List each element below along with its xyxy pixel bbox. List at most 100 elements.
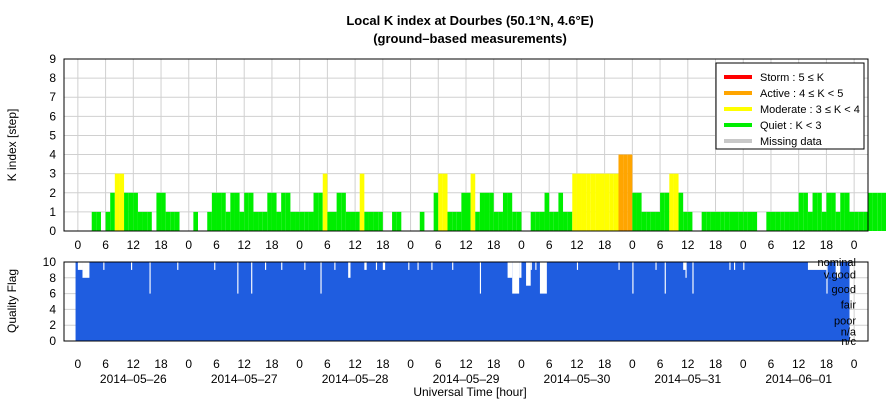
k-bar (253, 211, 259, 231)
k-bar (789, 211, 795, 231)
k-bar (646, 211, 651, 231)
k-bar (752, 211, 758, 231)
k-bar (244, 192, 249, 231)
q-x-tick-label: 12 (238, 357, 252, 371)
k-y-tick-label: 9 (49, 52, 56, 66)
k-bar (586, 173, 591, 231)
k-plot-frame (63, 58, 869, 232)
q-dip (408, 262, 410, 270)
q-dip (177, 262, 179, 270)
q-dip (348, 262, 351, 278)
chart-subtitle: (ground–based measurements) (373, 31, 567, 46)
k-bar (378, 211, 383, 231)
k-bar (724, 211, 730, 231)
q-x-tick-label: 18 (154, 357, 168, 371)
legend: Storm : 5 ≤ K Active : 4 ≤ K < 5 Moderate … (715, 62, 865, 150)
q-dip (655, 262, 657, 270)
k-bar (498, 211, 503, 231)
k-bar (706, 211, 711, 231)
k-bar (840, 192, 845, 231)
q-x-tick-label: 0 (75, 357, 82, 371)
q-x-tick-label: 12 (459, 357, 473, 371)
k-bar (678, 192, 684, 231)
k-x-tick-label: 6 (768, 238, 775, 252)
k-bar (780, 211, 785, 231)
k-bar (262, 211, 268, 231)
q-y-ticks: 0 2 46 8 10 (43, 255, 57, 348)
q-dip (683, 262, 686, 270)
k-bar (673, 173, 679, 231)
x-axis-label: Universal Time [hour] (413, 385, 526, 399)
q-x-tick-label: 12 (681, 357, 695, 371)
k-bar (872, 192, 878, 231)
k-x-tick-label: 18 (487, 238, 501, 252)
k-bar (803, 192, 808, 231)
q-dip (431, 262, 433, 270)
q-flag-label: nominal (817, 257, 856, 269)
q-dip (632, 262, 634, 294)
legend-label: Quiet : K < 3 (760, 120, 821, 132)
q-dip (807, 262, 827, 270)
k-x-tick-label: 0 (518, 238, 525, 252)
k-bar (419, 211, 425, 231)
q-plot-frame (63, 261, 869, 342)
q-bar (75, 262, 850, 341)
k-bar (600, 173, 605, 231)
k-bar (322, 173, 328, 231)
k-bar (507, 192, 513, 231)
k-bar (766, 211, 771, 231)
q-date-label: 2014–06–01 (765, 372, 832, 386)
k-bar (221, 192, 226, 231)
q-x-tick-label: 0 (518, 357, 525, 371)
q-dip (452, 262, 454, 270)
k-bar (442, 173, 448, 231)
k-x-tick-label: 0 (407, 238, 414, 252)
q-x-tick-label: 12 (792, 357, 806, 371)
q-flag-label: poor (834, 315, 856, 327)
k-bar (239, 211, 245, 231)
q-dip (375, 262, 378, 270)
k-x-tick-label: 12 (127, 238, 141, 252)
legend-label: Active : 4 ≤ K < 5 (760, 88, 843, 100)
q-x-ticks: 0 6 12 18 0 6 12 18 0 6 12 18 0 6 12 18 0 6 12 18 0 6 12 18 0 6 12… (75, 357, 858, 371)
k-y-tick-label: 0 (49, 224, 56, 238)
k-bar (142, 211, 148, 231)
k-bar (623, 154, 628, 231)
k-bar (364, 211, 369, 231)
q-dip (835, 262, 841, 278)
k-bar (701, 211, 707, 231)
k-bar (835, 211, 841, 231)
k-bar (563, 211, 568, 231)
k-bar (604, 173, 610, 231)
k-bar (609, 173, 614, 231)
k-bar (137, 211, 143, 231)
q-dip (334, 262, 336, 270)
q-y-tick-label: 4 (49, 302, 56, 316)
q-x-tick-label: 6 (435, 357, 442, 371)
legend-label: Missing data (760, 136, 823, 148)
k-bar (267, 192, 272, 231)
k-x-tick-label: 6 (435, 238, 442, 252)
q-dip (237, 262, 239, 294)
k-bar (466, 192, 471, 231)
k-bar (664, 192, 670, 231)
k-bar (489, 192, 494, 231)
q-flag-label: n/c (841, 336, 856, 348)
k-bar (683, 211, 688, 231)
k-x-tick-label: 6 (546, 238, 553, 252)
k-x-tick-label: 0 (851, 238, 858, 252)
q-date-label: 2014–05–29 (433, 372, 500, 386)
q-dip (417, 262, 419, 270)
k-y-tick-label: 6 (49, 109, 56, 123)
k-bar (502, 192, 508, 231)
k-bar (627, 154, 633, 231)
k-bar (433, 192, 439, 231)
k-bar (544, 192, 550, 231)
k-bar (549, 211, 554, 231)
k-bar (290, 211, 296, 231)
legend-label: Storm : 5 ≤ K (760, 72, 825, 84)
q-dip (214, 262, 216, 270)
q-flag-label: fair (841, 300, 857, 312)
q-y-tick-label: 2 (49, 318, 56, 332)
